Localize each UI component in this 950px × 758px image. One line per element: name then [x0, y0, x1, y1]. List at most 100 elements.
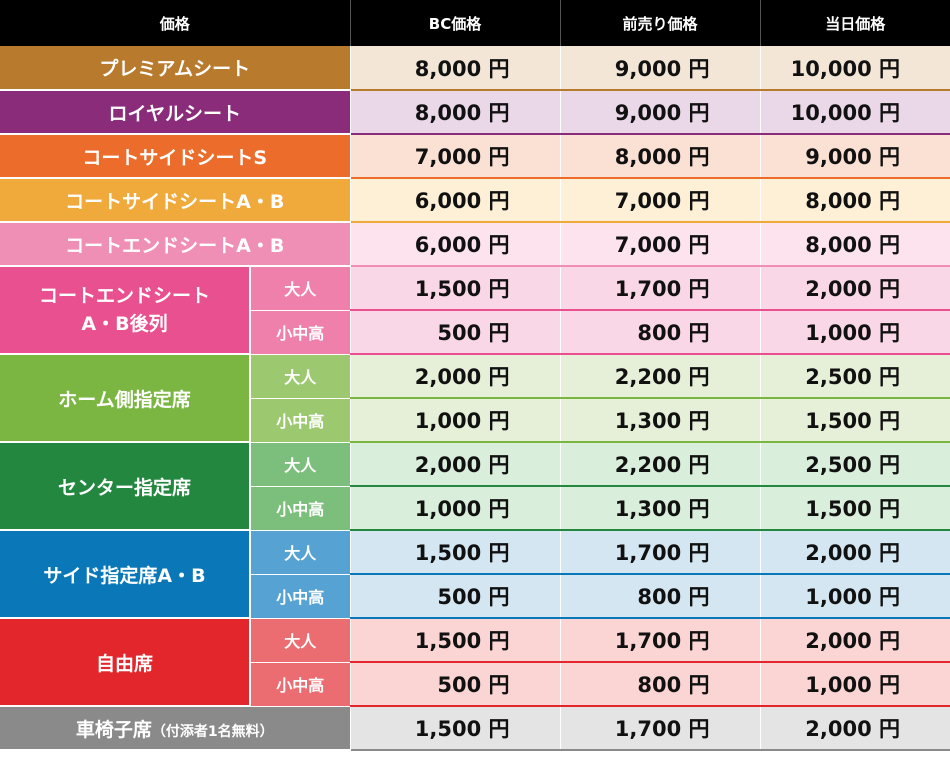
advance-price: 800 円: [559, 662, 761, 707]
ticket-type: 大人: [248, 266, 351, 311]
day-price: 2,000 円: [759, 706, 950, 751]
price-row: ホーム側指定席 大人 2,000 円 2,200 円 2,500 円: [0, 354, 950, 443]
bc-price: 1,500 円: [349, 530, 561, 575]
seat-name: ホーム側指定席: [58, 388, 191, 411]
bc-price: 1,500 円: [349, 618, 561, 663]
advance-price: 9,000 円: [559, 90, 761, 135]
price-row: コートエンドシート A・B後列 大人 1,500 円 1,700 円 2,000 円: [0, 266, 950, 355]
day-price: 2,500 円: [759, 354, 950, 399]
price-row: 小中高 500 円 800 円 1,000 円: [0, 574, 950, 619]
bc-price: 8,000 円: [349, 90, 561, 135]
day-price: 2,000 円: [759, 266, 950, 311]
advance-price: 1,700 円: [559, 618, 761, 663]
seat-note: （付添者1名無料）: [151, 723, 274, 740]
seat-name: センター指定席: [57, 476, 191, 499]
seat-category: コートエンドシート A・B後列: [0, 266, 250, 355]
day-price: 2,000 円: [759, 530, 950, 575]
seat-name: 車椅子席: [75, 718, 152, 741]
ticket-type: 小中高: [248, 398, 351, 443]
seat-category: プレミアムシート: [0, 46, 351, 91]
bc-price: 1,000 円: [349, 398, 561, 443]
bc-price: 1,500 円: [349, 266, 561, 311]
bc-price: 2,000 円: [349, 354, 561, 399]
day-price: 2,500 円: [759, 442, 950, 487]
advance-price: 7,000 円: [559, 178, 761, 223]
advance-price: 2,200 円: [559, 442, 761, 487]
price-row: 小中高 500 円 800 円 1,000 円: [0, 662, 950, 707]
price-row: ロイヤルシート 8,000 円 9,000 円 10,000 円: [0, 90, 950, 135]
price-row: 小中高 1,000 円 1,300 円 1,500 円: [0, 486, 950, 531]
price-row: 自由席 大人 1,500 円 1,700 円 2,000 円: [0, 618, 950, 707]
advance-price: 1,700 円: [559, 706, 761, 751]
header-price: 価格: [0, 0, 351, 46]
day-price: 1,500 円: [759, 398, 950, 443]
bc-price: 6,000 円: [349, 178, 561, 223]
seat-name: コートサイドシートA・B: [65, 190, 285, 213]
price-row: サイド指定席A・B 大人 1,500 円 1,700 円 2,000 円: [0, 530, 950, 619]
day-price: 1,000 円: [759, 574, 950, 619]
price-row: コートサイドシートA・B 6,000 円 7,000 円 8,000 円: [0, 178, 950, 223]
price-row: コートエンドシートA・B 6,000 円 7,000 円 8,000 円: [0, 222, 950, 267]
advance-price: 9,000 円: [559, 46, 761, 91]
advance-price: 1,300 円: [559, 398, 761, 443]
bc-price: 1,000 円: [349, 486, 561, 531]
ticket-type: 大人: [248, 618, 351, 663]
day-price: 1,000 円: [759, 662, 950, 707]
day-price: 1,500 円: [759, 486, 950, 531]
advance-price: 7,000 円: [559, 222, 761, 267]
ticket-type: 大人: [248, 530, 351, 575]
day-price: 8,000 円: [759, 222, 950, 267]
price-table-body: プレミアムシート 8,000 円 9,000 円 10,000 円ロイヤルシート 8,0…: [0, 46, 950, 751]
advance-price: 8,000 円: [559, 134, 761, 179]
day-price: 8,000 円: [759, 178, 950, 223]
seat-name-line: コートエンドシート: [38, 285, 210, 307]
seat-name-line: A・B後列: [81, 313, 168, 335]
price-row: 車椅子席（付添者1名無料） 1,500 円 1,700 円 2,000 円: [0, 706, 950, 751]
ticket-type: 小中高: [248, 662, 351, 707]
ticket-type: 小中高: [248, 310, 351, 355]
bc-price: 500 円: [349, 310, 561, 355]
price-row: センター指定席 大人 2,000 円 2,200 円 2,500 円: [0, 442, 950, 531]
seat-name: 自由席: [95, 652, 153, 675]
bc-price: 500 円: [349, 662, 561, 707]
advance-price: 800 円: [559, 310, 761, 355]
bc-price: 7,000 円: [349, 134, 561, 179]
advance-price: 1,700 円: [559, 266, 761, 311]
price-row: コートサイドシートS 7,000 円 8,000 円 9,000 円: [0, 134, 950, 179]
seat-category: コートエンドシートA・B: [0, 222, 351, 267]
header-advance-price: 前売り価格: [560, 0, 761, 46]
seat-name: サイド指定席A・B: [43, 564, 206, 587]
seat-category: 車椅子席（付添者1名無料）: [0, 706, 351, 751]
bc-price: 500 円: [349, 574, 561, 619]
day-price: 10,000 円: [759, 90, 950, 135]
day-price: 1,000 円: [759, 310, 950, 355]
seat-category: サイド指定席A・B: [0, 530, 250, 619]
ticket-type: 小中高: [248, 486, 351, 531]
seat-category: コートサイドシートA・B: [0, 178, 351, 223]
price-row: プレミアムシート 8,000 円 9,000 円 10,000 円: [0, 46, 950, 91]
day-price: 10,000 円: [759, 46, 950, 91]
bc-price: 2,000 円: [349, 442, 561, 487]
price-row: 小中高 1,000 円 1,300 円 1,500 円: [0, 398, 950, 443]
header-bc-price: BC価格: [350, 0, 561, 46]
seat-name: コートサイドシートS: [82, 146, 268, 169]
advance-price: 800 円: [559, 574, 761, 619]
advance-price: 2,200 円: [559, 354, 761, 399]
day-price: 9,000 円: [759, 134, 950, 179]
seat-name: プレミアムシート: [99, 58, 251, 80]
advance-price: 1,300 円: [559, 486, 761, 531]
bc-price: 1,500 円: [349, 706, 561, 751]
seat-category: 自由席: [0, 618, 250, 707]
bc-price: 6,000 円: [349, 222, 561, 267]
price-row: 小中高 500 円 800 円 1,000 円: [0, 310, 950, 355]
header-row: 価格 BC価格 前売り価格 当日価格: [0, 0, 950, 46]
seat-name: コートエンドシートA・B: [65, 234, 285, 257]
ticket-type: 大人: [248, 354, 351, 399]
seat-category: センター指定席: [0, 442, 250, 531]
day-price: 2,000 円: [759, 618, 950, 663]
seat-category: ホーム側指定席: [0, 354, 250, 443]
seat-category: ロイヤルシート: [0, 90, 351, 135]
ticket-type: 小中高: [248, 574, 351, 619]
advance-price: 1,700 円: [559, 530, 761, 575]
